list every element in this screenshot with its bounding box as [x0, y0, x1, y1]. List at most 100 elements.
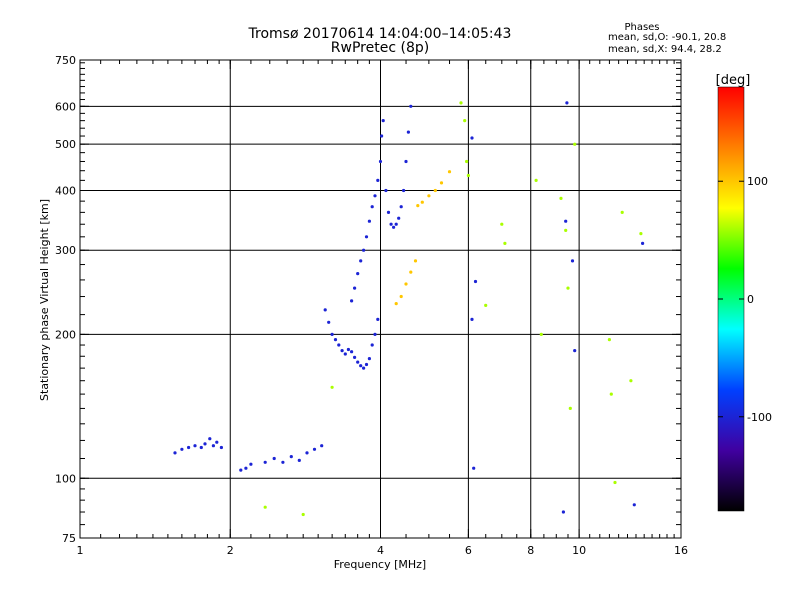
echo-point: [370, 205, 374, 209]
echo-point: [409, 104, 413, 108]
echo-point: [350, 350, 354, 354]
echo-point: [539, 332, 543, 336]
echo-point: [566, 286, 570, 290]
y-tick-label: 300: [55, 244, 76, 257]
echo-point: [359, 259, 363, 263]
echo-point: [362, 248, 366, 252]
echo-point: [564, 219, 568, 223]
echo-point: [370, 343, 374, 347]
echo-point: [367, 357, 371, 361]
x-tick-label: 2: [227, 544, 234, 557]
echo-point: [281, 460, 285, 464]
grid: [80, 60, 681, 538]
y-axis-label: Stationary phase Virtual Height [km]: [38, 199, 51, 401]
echo-point: [394, 222, 398, 226]
chart-title: Tromsø 20170614 14:04:00–14:05:43: [248, 26, 512, 42]
echo-point: [173, 451, 177, 455]
echo-point: [333, 338, 338, 342]
x-axis-label: Frequency [MHz]: [334, 558, 426, 571]
echo-point: [397, 216, 401, 220]
echo-point: [389, 222, 393, 226]
x-tick-label: 16: [674, 544, 688, 557]
echo-point: [503, 241, 507, 245]
echo-point: [607, 338, 612, 342]
echo-point: [330, 332, 334, 336]
echo-point: [473, 279, 478, 284]
echo-point: [613, 480, 617, 485]
echo-point: [573, 142, 577, 146]
x-tick-label: 10: [572, 544, 586, 557]
echo-point: [297, 458, 301, 462]
echo-point: [373, 194, 377, 198]
echo-point: [447, 170, 452, 174]
echo-point: [356, 272, 360, 276]
echo-point: [466, 173, 470, 178]
echo-point: [565, 101, 569, 105]
echo-point: [320, 444, 324, 448]
colorbar: [deg] 100 0 -100: [716, 73, 772, 512]
echo-point: [381, 119, 385, 123]
echo-point: [609, 392, 613, 396]
echo-point: [289, 455, 293, 459]
echo-point: [384, 188, 388, 193]
echo-point: [343, 352, 347, 356]
echo-point: [433, 188, 437, 193]
echo-point: [244, 466, 248, 470]
echo-point: [373, 332, 377, 336]
echo-point: [459, 101, 463, 105]
echo-point: [573, 349, 577, 353]
echo-point: [203, 442, 207, 446]
echo-point: [463, 119, 467, 123]
x-tick-label: 6: [465, 544, 472, 557]
echo-point: [416, 204, 420, 208]
echo-point: [353, 355, 357, 359]
y-tick-label: 75: [62, 532, 76, 545]
echo-point: [380, 134, 384, 138]
echo-point: [559, 196, 563, 200]
echo-point: [208, 437, 212, 441]
echo-point: [350, 299, 354, 303]
echo-point: [364, 362, 369, 367]
echo-point: [249, 462, 253, 466]
echo-point: [337, 343, 341, 347]
echo-point: [470, 136, 474, 140]
echo-point: [399, 205, 403, 209]
data-points: [173, 101, 645, 517]
echo-point: [561, 510, 566, 514]
y-tick-label: 100: [55, 472, 76, 485]
echo-point: [500, 222, 504, 226]
echo-point: [263, 505, 267, 509]
echo-point: [211, 444, 215, 448]
chart-subtitle: RwPretec (8p): [330, 40, 430, 56]
echo-point: [199, 445, 203, 450]
echo-point: [399, 294, 403, 299]
echo-point: [641, 241, 645, 245]
echo-point: [484, 303, 488, 307]
echo-point: [534, 178, 538, 182]
echo-point: [330, 385, 334, 389]
y-tick-label: 200: [55, 328, 76, 341]
echo-point: [272, 456, 276, 461]
echo-point: [620, 210, 624, 214]
echo-point: [570, 259, 575, 263]
phases-heading: Phases: [624, 22, 660, 33]
echo-point: [301, 512, 305, 517]
echo-point: [629, 379, 633, 383]
echo-point: [263, 460, 267, 464]
y-tick-label: 500: [55, 138, 76, 151]
echo-point: [472, 466, 476, 470]
echo-point: [305, 451, 309, 455]
echo-point: [413, 259, 418, 263]
colorbar-label: [deg]: [716, 73, 751, 88]
echo-point: [639, 232, 643, 236]
echo-point: [470, 317, 474, 321]
echo-point: [439, 181, 444, 185]
echo-point: [193, 444, 197, 448]
echo-point: [378, 159, 383, 164]
echo-point: [564, 228, 568, 232]
echo-point: [394, 302, 398, 306]
echo-point: [465, 159, 469, 164]
echo-point: [187, 445, 191, 450]
echo-point: [340, 349, 344, 353]
echo-point: [364, 235, 369, 239]
